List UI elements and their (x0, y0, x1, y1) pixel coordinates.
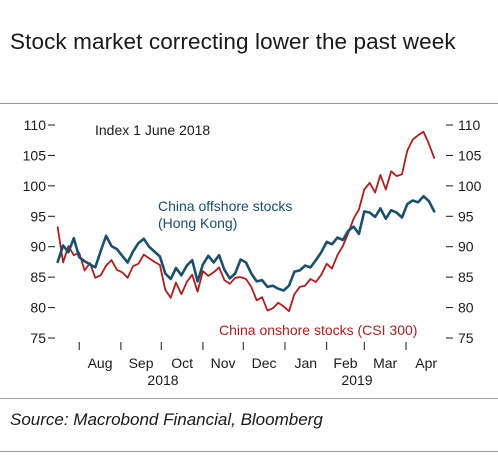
x-tick-label-month: Mar (373, 355, 397, 371)
y-tick-label-right: 100 (458, 178, 482, 194)
y-tick-label-right: 90 (458, 239, 474, 255)
bottom-divider (0, 398, 498, 399)
x-tick-label-year: 2018 (147, 372, 178, 388)
y-tick-label-right: 110 (458, 117, 481, 133)
top-divider (0, 103, 498, 104)
x-tick-label-month: Sep (129, 355, 154, 371)
y-tick-label-left: 110 (24, 117, 47, 133)
x-axis: Aug Sep Oct Nov Dec Jan Feb Mar Apr 2018 2019 (78, 342, 437, 388)
onshore-series-label: China onshore stocks (CSI 300) (219, 322, 417, 338)
y-tick-label-left: 80 (30, 300, 46, 316)
x-tick-label-month: Apr (415, 355, 437, 371)
x-tick-label-year: 2019 (341, 372, 372, 388)
y-tick-label-right: 95 (458, 208, 474, 224)
x-tick-label-month: Jan (295, 355, 318, 371)
source-note: Source: Macrobond Financial, Bloomberg (10, 410, 323, 429)
index-note: Index 1 June 2018 (95, 122, 210, 138)
footer-divider (0, 451, 498, 452)
x-tick-label-month: Feb (333, 355, 357, 371)
y-tick-label-left: 95 (30, 208, 46, 224)
y-tick-label-left: 100 (23, 178, 47, 194)
y-tick-label-right: 75 (458, 330, 474, 346)
y-tick-label-right: 80 (458, 300, 474, 316)
y-tick-label-left: 85 (30, 269, 46, 285)
offshore-series-label-sub: (Hong Kong) (158, 215, 237, 231)
chart-title: Stock market correcting lower the past w… (10, 29, 456, 54)
y-tick-label-left: 90 (30, 239, 46, 255)
series-layer (56, 130, 436, 313)
y-tick-label-right: 105 (458, 147, 482, 163)
y-axis-left: 75 80 85 90 95 100 105 110 (23, 117, 55, 346)
y-tick-label-right: 85 (458, 269, 474, 285)
series-line-onshore (56, 130, 436, 313)
y-axis-right: 75 80 85 90 95 100 105 110 (446, 117, 482, 346)
x-tick-label-month: Oct (171, 355, 193, 371)
y-tick-label-left: 105 (23, 147, 47, 163)
y-tick-label-left: 75 (30, 330, 46, 346)
x-tick-label-month: Dec (252, 355, 277, 371)
series-line-offshore (56, 194, 436, 292)
offshore-series-label: China offshore stocks (158, 198, 292, 214)
x-tick-label-month: Nov (211, 355, 236, 371)
x-tick-label-month: Aug (88, 355, 113, 371)
